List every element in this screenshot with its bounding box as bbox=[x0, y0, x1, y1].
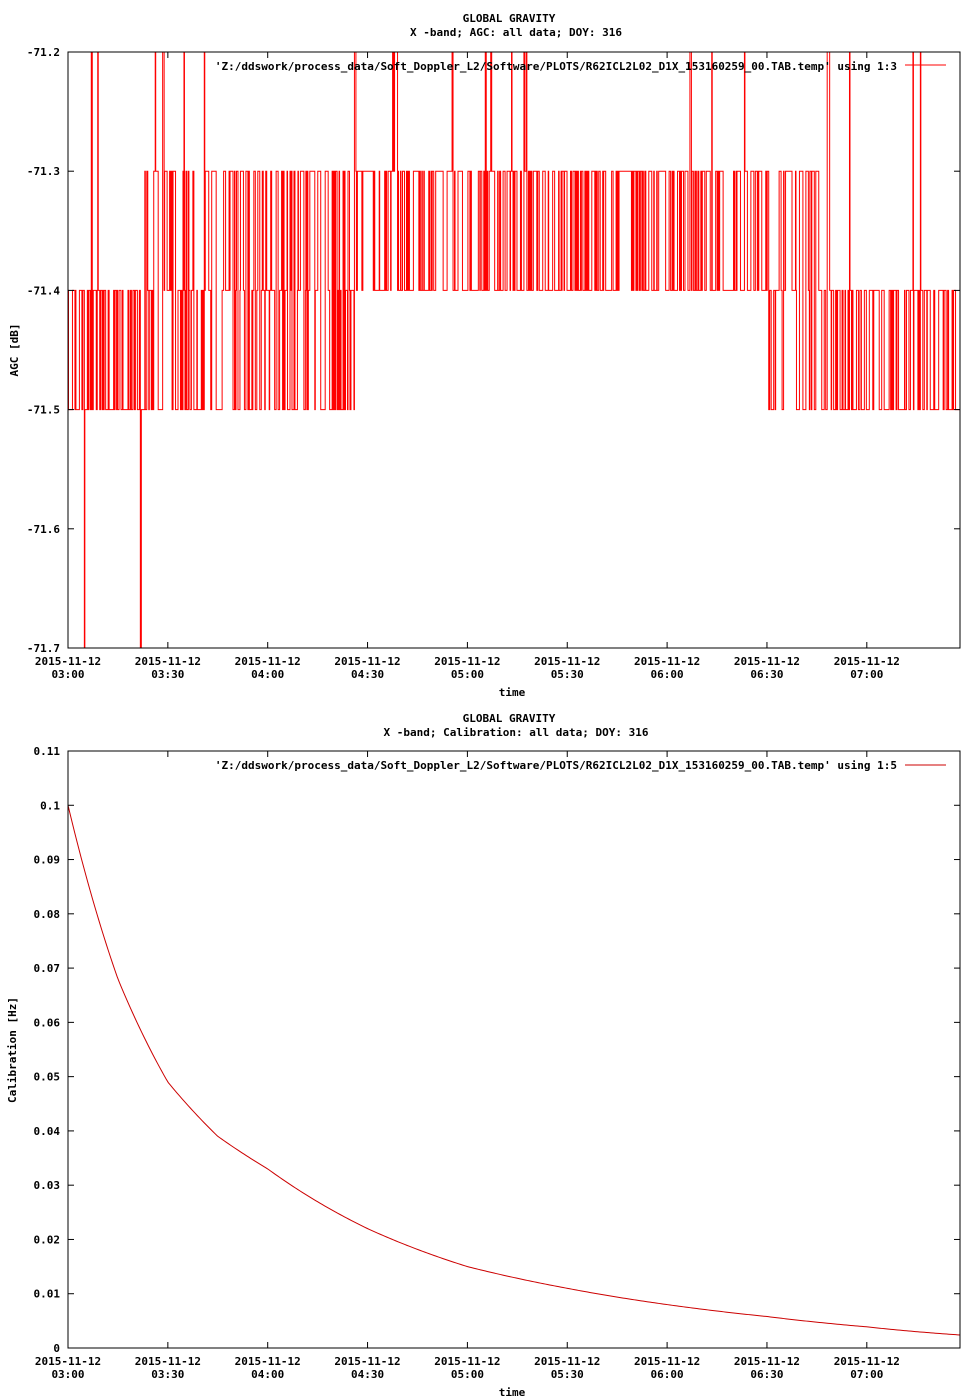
agc-x-axis-label: time bbox=[499, 686, 526, 699]
x-tick-label-time: 03:30 bbox=[151, 668, 184, 681]
x-tick-label-date: 2015-11-12 bbox=[834, 655, 900, 668]
x-tick-label-date: 2015-11-12 bbox=[734, 655, 800, 668]
y-tick-label: -71.7 bbox=[27, 642, 60, 655]
x-tick-label-time: 07:00 bbox=[850, 1368, 883, 1381]
x-tick-label-time: 03:00 bbox=[51, 668, 84, 681]
x-tick-label-date: 2015-11-12 bbox=[135, 1355, 201, 1368]
y-tick-label: 0.04 bbox=[34, 1125, 61, 1138]
x-tick-label-time: 05:30 bbox=[551, 1368, 584, 1381]
y-tick-label: -71.2 bbox=[27, 46, 60, 59]
y-tick-label: 0 bbox=[53, 1342, 60, 1355]
agc-chart-subtitle: X -band; AGC: all data; DOY: 316 bbox=[410, 26, 622, 39]
x-tick-label-time: 06:00 bbox=[651, 668, 684, 681]
x-tick-label-time: 06:00 bbox=[651, 1368, 684, 1381]
y-tick-label: 0.02 bbox=[34, 1233, 61, 1246]
agc-legend: 'Z:/ddswork/process_data/Soft_Doppler_L2… bbox=[215, 60, 946, 73]
agc-plot-frame bbox=[67, 51, 961, 649]
y-tick-label: -71.3 bbox=[27, 165, 60, 178]
agc-legend-label: 'Z:/ddswork/process_data/Soft_Doppler_L2… bbox=[215, 60, 897, 73]
agc-chart: GLOBAL GRAVITY X -band; AGC: all data; D… bbox=[8, 12, 961, 699]
calibration-y-axis: 0.11 0.1 0.09 0.08 0.07 0.06 0.05 0.04 0.03 0.02 0… bbox=[34, 745, 960, 1355]
x-tick-label-time: 07:00 bbox=[850, 668, 883, 681]
calibration-series-line bbox=[67, 805, 961, 1336]
x-tick-label-date: 2015-11-12 bbox=[235, 1355, 301, 1368]
y-tick-label: -71.5 bbox=[27, 404, 60, 417]
y-tick-label: 0.09 bbox=[34, 854, 61, 867]
y-tick-label: 0.01 bbox=[34, 1288, 61, 1301]
x-tick-label-time: 05:00 bbox=[451, 668, 484, 681]
y-tick-label: 0.08 bbox=[34, 908, 61, 921]
y-tick-label: 0.03 bbox=[34, 1179, 61, 1192]
x-tick-label-time: 03:00 bbox=[51, 1368, 84, 1381]
calibration-chart-title: GLOBAL GRAVITY bbox=[463, 712, 556, 725]
x-tick-label-date: 2015-11-12 bbox=[235, 655, 301, 668]
calibration-plot-frame bbox=[67, 750, 961, 1349]
x-tick-label-time: 06:30 bbox=[750, 668, 783, 681]
x-tick-label-date: 2015-11-12 bbox=[334, 1355, 400, 1368]
x-tick-label-date: 2015-11-12 bbox=[834, 1355, 900, 1368]
y-tick-label: -71.6 bbox=[27, 523, 60, 536]
x-tick-label-time: 04:00 bbox=[251, 1368, 284, 1381]
x-tick-label-date: 2015-11-12 bbox=[35, 655, 101, 668]
calibration-plot-area bbox=[67, 805, 961, 1336]
y-tick-label: 0.06 bbox=[34, 1016, 61, 1029]
x-tick-label-date: 2015-11-12 bbox=[434, 1355, 500, 1368]
x-tick-label-date: 2015-11-12 bbox=[35, 1355, 101, 1368]
agc-series-line bbox=[68, 51, 960, 649]
x-tick-label-time: 03:30 bbox=[151, 1368, 184, 1381]
y-tick-label: -71.4 bbox=[27, 284, 60, 297]
x-tick-label-date: 2015-11-12 bbox=[634, 1355, 700, 1368]
x-tick-label-date: 2015-11-12 bbox=[534, 655, 600, 668]
calibration-x-axis: 2015-11-1203:002015-11-1203:302015-11-12… bbox=[35, 751, 900, 1381]
agc-x-axis: 2015-11-1203:002015-11-1203:302015-11-12… bbox=[35, 52, 900, 681]
x-tick-label-date: 2015-11-12 bbox=[734, 1355, 800, 1368]
calibration-y-axis-label: Calibration [Hz] bbox=[6, 997, 19, 1103]
x-tick-label-date: 2015-11-12 bbox=[534, 1355, 600, 1368]
calibration-chart: GLOBAL GRAVITY X -band; Calibration: all… bbox=[6, 712, 961, 1399]
calibration-chart-subtitle: X -band; Calibration: all data; DOY: 316 bbox=[384, 726, 649, 739]
x-tick-label-time: 04:30 bbox=[351, 1368, 384, 1381]
x-tick-label-date: 2015-11-12 bbox=[634, 655, 700, 668]
agc-chart-title: GLOBAL GRAVITY bbox=[463, 12, 556, 25]
y-tick-label: 0.07 bbox=[34, 962, 61, 975]
x-tick-label-time: 04:00 bbox=[251, 668, 284, 681]
y-tick-label: 0.05 bbox=[34, 1071, 61, 1084]
agc-y-axis-label: AGC [dB] bbox=[8, 324, 21, 377]
x-tick-label-time: 05:30 bbox=[551, 668, 584, 681]
x-tick-label-date: 2015-11-12 bbox=[135, 655, 201, 668]
calibration-x-axis-label: time bbox=[499, 1386, 526, 1399]
x-tick-label-time: 06:30 bbox=[750, 1368, 783, 1381]
x-tick-label-date: 2015-11-12 bbox=[434, 655, 500, 668]
x-tick-label-date: 2015-11-12 bbox=[334, 655, 400, 668]
y-tick-label: 0.11 bbox=[34, 745, 61, 758]
x-tick-label-time: 04:30 bbox=[351, 668, 384, 681]
x-tick-label-time: 05:00 bbox=[451, 1368, 484, 1381]
agc-plot-area bbox=[68, 51, 960, 649]
agc-y-axis: -71.2 -71.3 -71.4 -71.5 -71.6 -71.7 bbox=[27, 46, 960, 655]
y-tick-label: 0.1 bbox=[40, 799, 60, 812]
calibration-legend-label: 'Z:/ddswork/process_data/Soft_Doppler_L2… bbox=[215, 759, 897, 772]
calibration-legend: 'Z:/ddswork/process_data/Soft_Doppler_L2… bbox=[215, 759, 946, 772]
